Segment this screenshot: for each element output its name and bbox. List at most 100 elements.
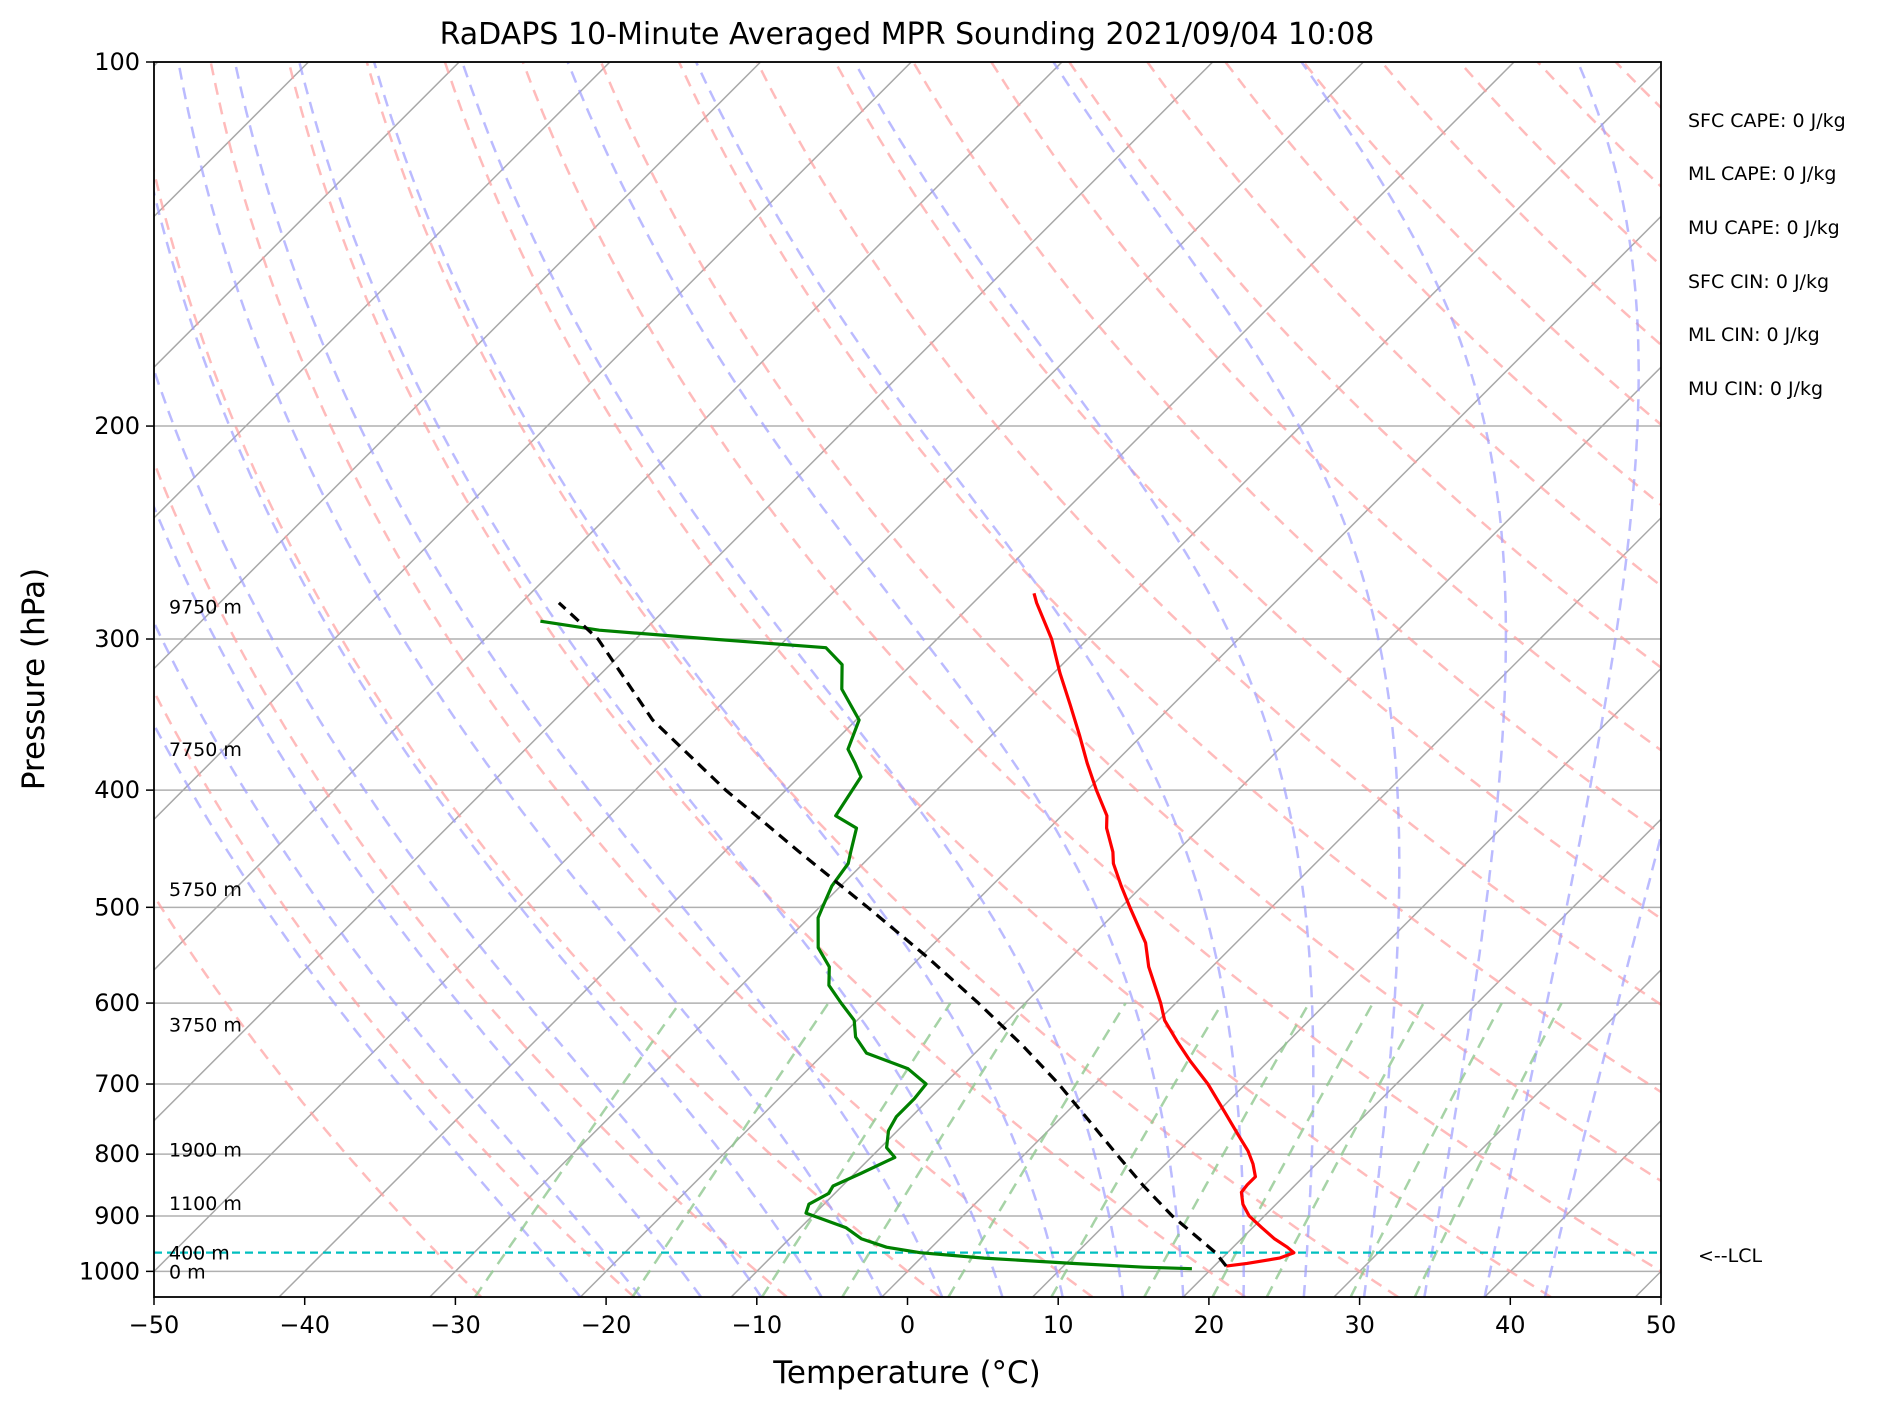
y-axis-label: Pressure (hPa) xyxy=(16,568,52,790)
y-tick-label: 900 xyxy=(94,1202,140,1230)
ml-cin-label: ML CIN: 0 J/kg xyxy=(1688,324,1820,346)
isotherm-line xyxy=(881,516,1661,1297)
isotherm-line xyxy=(1786,62,1882,1297)
moist-adiabat-line xyxy=(1052,62,1401,1297)
x-tick-label: −10 xyxy=(731,1311,782,1339)
isotherm-line xyxy=(730,366,1661,1297)
isotherm-line xyxy=(154,62,1364,1273)
axes xyxy=(146,61,1662,1305)
mixing-ratio-line xyxy=(1413,1002,1563,1297)
moist-adiabat-line xyxy=(177,62,884,1297)
lcl-label: <--LCL xyxy=(1698,1245,1763,1267)
moist-adiabat-line xyxy=(154,366,763,1297)
mixing-ratio-line xyxy=(1143,1002,1311,1297)
x-tick-label: 10 xyxy=(1043,1311,1074,1339)
dry-adiabat-line xyxy=(755,62,1661,1007)
height-label: 400 m xyxy=(169,1243,230,1265)
y-tick-label: 300 xyxy=(94,625,140,653)
isotherm-line xyxy=(1032,667,1661,1297)
isotherm-line xyxy=(1182,818,1661,1297)
dry-adiabat-line xyxy=(209,62,1094,1297)
y-tick-label: 1000 xyxy=(79,1257,140,1285)
y-tick-label: 200 xyxy=(94,412,140,440)
dry-adiabat-line xyxy=(365,62,1399,1297)
moist-adiabat-line xyxy=(566,62,1185,1297)
dry-adiabat-line xyxy=(521,62,1661,1273)
mixing-ratio-line xyxy=(473,1002,681,1297)
dry-adiabat-line xyxy=(990,62,1661,752)
chart-text: RaDAPS 10-Minute Averaged MPR Sounding 2… xyxy=(16,17,1676,1391)
chart-title: RaDAPS 10-Minute Averaged MPR Sounding 2… xyxy=(440,17,1375,52)
dry-adiabat-line xyxy=(677,62,1661,1094)
x-tick-label: 0 xyxy=(900,1311,915,1339)
height-label: 1900 m xyxy=(169,1140,242,1162)
dry-adiabat-line xyxy=(1614,62,1661,110)
profile-lines xyxy=(154,592,1661,1271)
mu-cape-label: MU CAPE: 0 J/kg xyxy=(1688,217,1840,239)
height-label: 1100 m xyxy=(169,1193,242,1215)
dewpoint-line xyxy=(540,619,1192,1271)
dry-adiabat-line xyxy=(599,62,1661,1183)
isotherm-line xyxy=(154,62,1214,1122)
x-tick-label: −50 xyxy=(129,1311,180,1339)
moist-adiabat-line xyxy=(154,503,703,1297)
height-label: 0 m xyxy=(169,1261,206,1283)
temperature-line xyxy=(1032,592,1296,1268)
y-tick-label: 800 xyxy=(94,1140,140,1168)
isotherm-line xyxy=(0,62,7,1297)
moist-adiabat-line xyxy=(853,62,1315,1297)
isotherm-line xyxy=(579,215,1661,1297)
y-tick-label: 100 xyxy=(94,48,140,76)
mixing-ratio-line xyxy=(1265,1002,1425,1297)
moist-adiabat-line xyxy=(233,62,944,1297)
x-tick-label: 50 xyxy=(1646,1311,1677,1339)
moist-adiabat-line xyxy=(298,62,1004,1297)
y-tick-label: 500 xyxy=(94,893,140,921)
ml-cape-label: ML CAPE: 0 J/kg xyxy=(1688,163,1837,185)
mixing-ratio-line xyxy=(1349,1002,1503,1297)
moist-adiabat-line xyxy=(1300,62,1508,1297)
x-tick-label: −40 xyxy=(279,1311,330,1339)
isotherm-line xyxy=(1634,1270,1661,1297)
grid-lines xyxy=(0,62,1882,1297)
parcel-path-line xyxy=(557,601,1228,1268)
x-tick-label: −30 xyxy=(430,1311,481,1339)
moist-adiabat-line xyxy=(372,62,1064,1297)
x-tick-label: 40 xyxy=(1495,1311,1526,1339)
dry-adiabat-line xyxy=(154,165,941,1297)
isotherm-line xyxy=(1484,1119,1661,1297)
dry-adiabat-line xyxy=(834,62,1661,921)
dry-adiabat-line xyxy=(443,62,1552,1297)
height-label: 7750 m xyxy=(169,739,242,761)
dry-adiabat-line xyxy=(1302,62,1661,427)
sfc-cape-label: SFC CAPE: 0 J/kg xyxy=(1688,110,1846,132)
isotherm-line xyxy=(154,62,912,821)
mu-cin-label: MU CIN: 0 J/kg xyxy=(1688,378,1824,400)
dry-adiabat-line xyxy=(154,893,483,1297)
dry-adiabat-line xyxy=(1146,62,1661,588)
dry-adiabat-line xyxy=(287,62,1247,1297)
dry-adiabat-line xyxy=(1694,62,1882,1297)
moist-adiabat-line xyxy=(1483,62,1640,1297)
mixing-ratio-line xyxy=(760,1002,952,1297)
isotherm-line xyxy=(278,62,1515,1297)
isotherm-line xyxy=(154,62,611,519)
y-tick-label: 700 xyxy=(94,1070,140,1098)
y-tick-label: 400 xyxy=(94,776,140,804)
isotherm-line xyxy=(154,62,1063,972)
moist-adiabat-line xyxy=(154,619,642,1297)
x-tick-label: −20 xyxy=(581,1311,632,1339)
x-axis-label: Temperature (°C) xyxy=(772,1355,1041,1391)
y-tick-label: 600 xyxy=(94,989,140,1017)
moist-adiabat-line xyxy=(461,62,1125,1297)
isotherm-line xyxy=(429,64,1661,1297)
plot-frame xyxy=(153,61,1662,1298)
height-label: 9750 m xyxy=(169,597,242,619)
moist-adiabat-line xyxy=(154,187,823,1297)
moist-adiabat-line xyxy=(694,62,1246,1297)
dry-adiabat-line xyxy=(154,688,635,1297)
isotherm-line xyxy=(1333,968,1661,1297)
mixing-ratio-line xyxy=(1211,1002,1374,1297)
dry-adiabat-line xyxy=(1068,62,1661,670)
